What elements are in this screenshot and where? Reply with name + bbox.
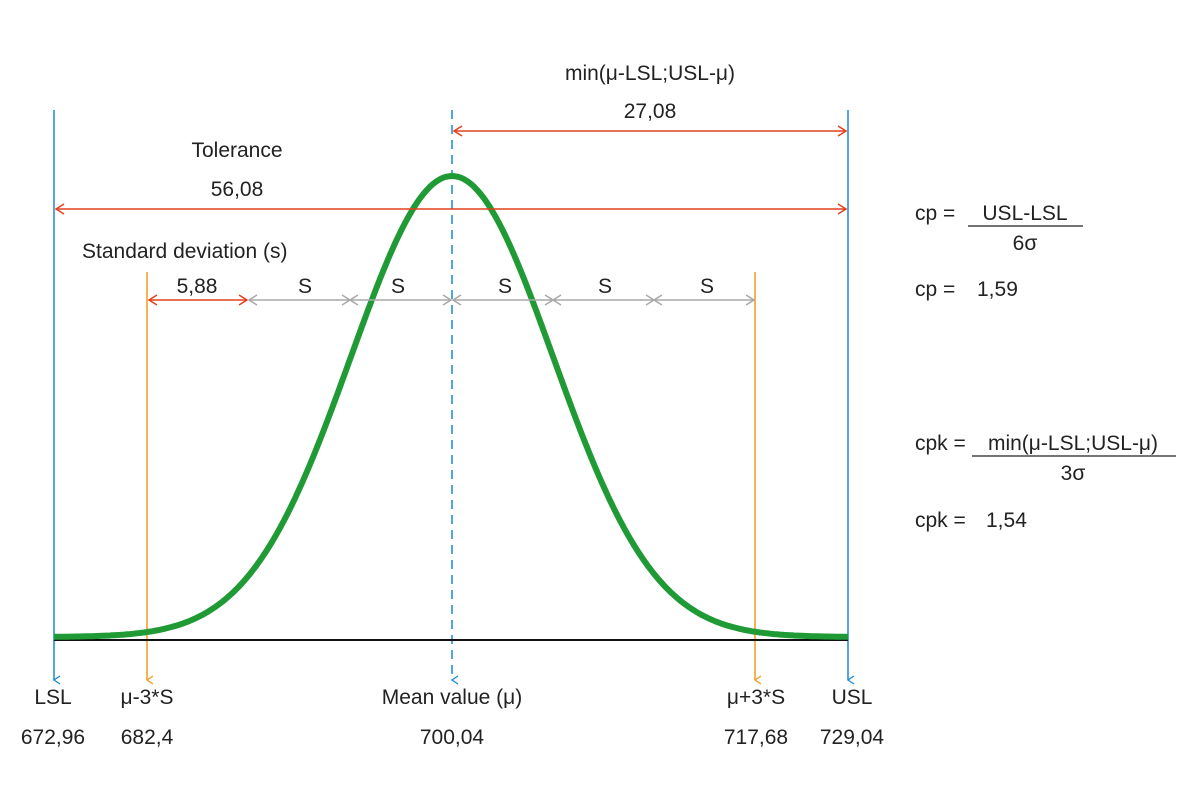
cp-result-lhs: cp = <box>915 278 955 301</box>
tolerance-arrow <box>54 203 848 215</box>
plus3s-value: 717,68 <box>724 726 788 749</box>
cpk-denominator: 3σ <box>1061 462 1086 485</box>
cpk-lhs: cpk = <box>915 432 966 455</box>
plus3s-label: μ+3*S <box>727 686 785 709</box>
top-span-value: 27,08 <box>624 100 677 123</box>
std-dev-label: Standard deviation (s) <box>82 240 287 263</box>
cpk-result: 1,54 <box>986 509 1027 532</box>
s-label: S <box>391 275 405 298</box>
minus3s-value: 682,4 <box>121 726 174 749</box>
min-distance-arrow <box>452 125 848 137</box>
cp-numerator: USL-LSL <box>982 202 1067 225</box>
s-label: S <box>598 275 612 298</box>
std-dev-value: 5,88 <box>177 275 218 298</box>
mean-label: Mean value (μ) <box>382 686 523 709</box>
s-label: S <box>498 275 512 298</box>
cp-denominator: 6σ <box>1013 232 1038 255</box>
cpk-numerator: min(μ-LSL;USL-μ) <box>988 432 1158 455</box>
std-dev-arrow <box>147 294 249 306</box>
lsl-value: 672,96 <box>21 726 85 749</box>
usl-label: USL <box>832 686 873 709</box>
normal-distribution-curve <box>54 172 848 640</box>
minus3s-label: μ-3*S <box>121 686 174 709</box>
s-label: S <box>700 275 714 298</box>
cpk-result-lhs: cpk = <box>915 509 966 532</box>
cp-lhs: cp = <box>915 202 955 225</box>
sigma-step-arrow <box>652 294 756 306</box>
usl-value: 729,04 <box>820 726 885 749</box>
s-label: S <box>298 275 312 298</box>
mean-value: 700,04 <box>420 726 485 749</box>
lsl-label: LSL <box>34 686 71 709</box>
sigma-step-arrow <box>348 294 453 306</box>
cp-result: 1,59 <box>977 278 1018 301</box>
top-span-label: min(μ-LSL;USL-μ) <box>565 62 735 85</box>
tolerance-label: Tolerance <box>191 139 282 162</box>
tolerance-value: 56,08 <box>211 178 264 201</box>
